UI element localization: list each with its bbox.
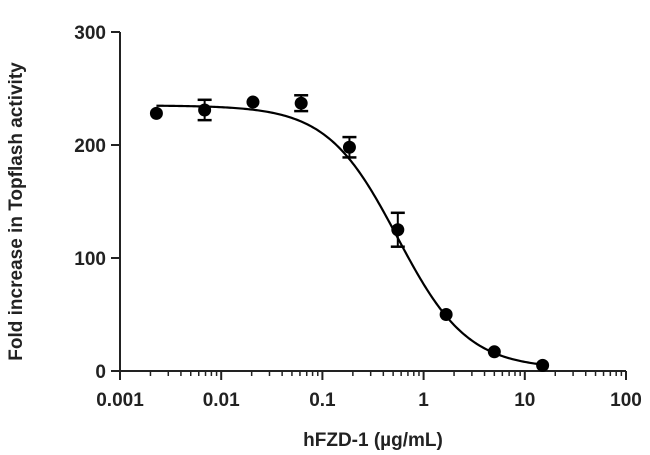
data-point: [294, 96, 308, 110]
data-point: [342, 140, 356, 154]
data-point: [246, 95, 260, 109]
y-tick-label: 300: [74, 23, 106, 44]
data-point: [487, 345, 501, 359]
fit-curve-group: [156, 104, 543, 366]
fit-curve: [156, 104, 543, 366]
y-tick-label: 0: [95, 362, 106, 383]
y-axis-title: Fold increase in Topflash activity: [6, 62, 27, 361]
y-tick-label: 200: [74, 136, 106, 157]
x-tick-label: 100: [610, 390, 642, 411]
x-tick-label: 0.01: [203, 390, 240, 411]
x-tick-label: 10: [514, 390, 535, 411]
x-tick-label: 0.1: [309, 390, 336, 411]
data-point: [198, 103, 212, 117]
data-point: [439, 308, 453, 321]
data-point: [149, 106, 163, 120]
y-tick-label: 100: [74, 249, 106, 270]
data-point: [391, 223, 405, 237]
x-tick-label: 1: [418, 390, 429, 411]
data-points-group: [149, 94, 550, 372]
x-axis-title: hFZD-1 (µg/mL): [303, 430, 443, 451]
x-tick-label: 0.001: [96, 390, 144, 411]
data-point: [536, 358, 550, 372]
axes: 0 100 200 300 0.001 0.01 0.1 1 10 100: [74, 23, 642, 411]
